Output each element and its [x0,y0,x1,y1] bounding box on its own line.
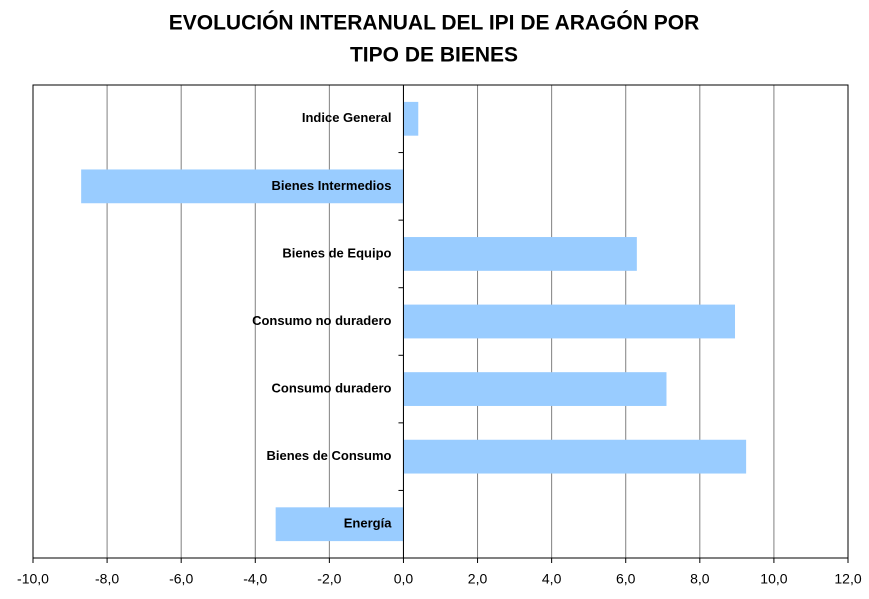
category-label: Energía [344,516,392,531]
category-label: Consumo duradero [272,381,392,396]
bar [275,507,404,542]
category-label: Bienes de Equipo [282,245,391,260]
category-label: Bienes de Consumo [266,448,391,463]
x-tick-label: 12,0 [834,571,861,587]
bar [403,372,667,406]
category-label: Indice General [302,110,392,125]
x-tick-label: -6,0 [169,571,193,587]
x-tick-label: 2,0 [468,571,488,587]
x-tick-label: 8,0 [690,571,710,587]
bar [403,439,747,474]
x-tick-label: 4,0 [542,571,562,587]
x-tick-label: -10,0 [17,571,49,587]
x-tick-label: 0,0 [394,571,414,587]
bar [81,169,404,204]
chart-title: EVOLUCIÓN INTERANUAL DEL IPI DE ARAGÓN P… [169,11,700,35]
x-tick-label: -4,0 [243,571,267,587]
category-label: Bienes Intermedios [272,178,392,193]
x-tick-label: -8,0 [95,571,119,587]
plot-border [32,84,849,559]
bar [403,237,637,271]
x-tick-label: -2,0 [317,571,341,587]
x-tick-label: 10,0 [760,571,787,587]
chart-title: TIPO DE BIENES [350,44,518,67]
bar [403,101,419,136]
x-tick-label: 6,0 [616,571,636,587]
bar [403,304,736,339]
category-label: Consumo no duradero [252,313,391,328]
